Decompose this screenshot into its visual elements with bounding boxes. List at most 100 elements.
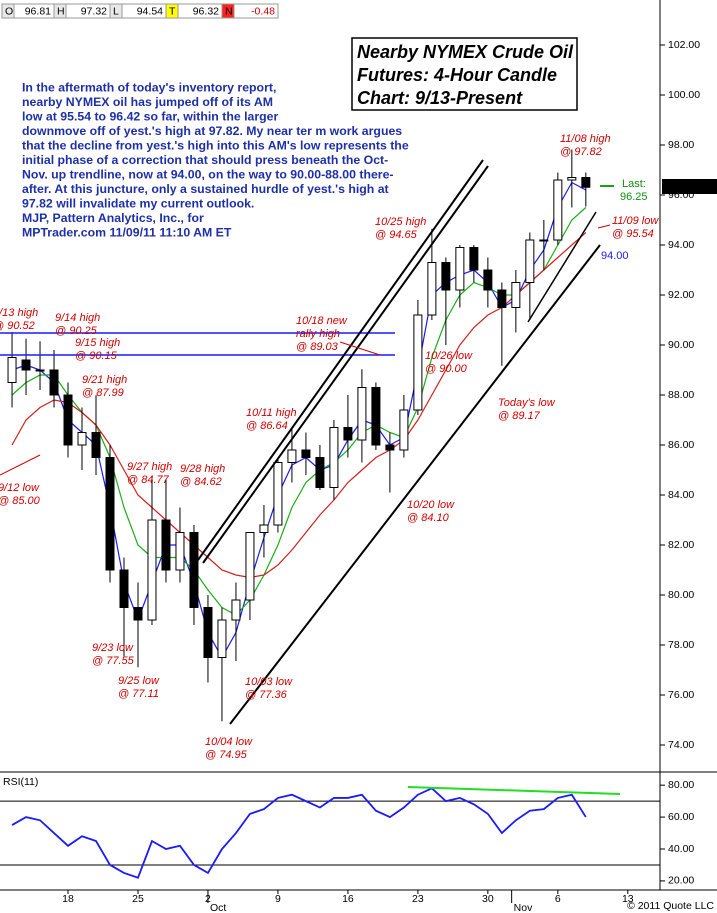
annotation: 9/12 low [0,482,40,494]
annotation: 9/23 low [92,642,134,654]
x-tick-label: 6 [555,893,561,905]
candle-body [231,599,241,621]
candle-body [119,569,129,608]
commentary-line: MJP, Pattern Analytics, Inc., for [22,211,204,225]
x-tick-label: 18 [62,893,74,905]
candle-body [133,607,143,621]
annotation: @ 89.17 [498,410,541,422]
annotation: Today's low [498,397,556,409]
y-tick-label: 78.00 [668,639,694,651]
annotation: @ 90.52 [0,320,35,332]
y-tick-label: 80.00 [668,779,694,791]
annotation: @ 89.03 [296,341,339,353]
x-tick-label: 23 [412,893,424,905]
annotation: 10/25 high [375,216,426,228]
candle-body [581,177,591,188]
x-tick-label: 13 [622,893,634,905]
y-tick-label: 74.00 [668,739,694,751]
trendline-value: 94.00 [601,250,629,262]
header-value: 96.32 [193,5,219,17]
candle-body [147,519,157,621]
header-value: 94.54 [137,5,163,17]
candle-body [273,462,283,526]
annotation: @ 77.11 [118,688,159,700]
annotation: @ 87.99 [82,387,124,399]
commentary-line: low at 95.54 to 96.42 so far, within the… [22,109,278,123]
panel-label: RSI(11) [3,776,38,788]
y-tick-label: 86.00 [668,439,694,451]
month-label: Nov [514,902,533,913]
y-tick-label: 20.00 [668,875,694,887]
annotation: 9/21 high [82,374,127,386]
candle-body [413,314,423,411]
candle-body [371,387,381,446]
annotation: @ 77.55 [92,655,135,667]
candle-body [441,262,451,291]
annotation: 9/14 high [55,312,100,324]
candle-body [287,449,297,463]
header-label: L [113,5,119,17]
annotation: 9/15 high [75,337,120,349]
last-label: Last: [622,178,646,190]
candle-body [217,619,227,658]
annotation: @ 84.10 [407,512,450,524]
annotation: @ 95.54 [612,228,654,240]
annotation: 10/11 high [246,407,297,419]
candle-body [21,359,31,371]
annotation: @ 86.64 [246,420,288,432]
trendline [229,244,601,725]
candle-body [357,387,367,441]
x-tick-label: 25 [132,893,144,905]
commentary-line: that the decline from yest.'s high into … [22,138,409,152]
candle-body [539,239,549,242]
annotation: @ 97.82 [560,146,602,158]
annotation: rally high [296,328,340,340]
annotation: 10/04 low [205,736,253,748]
y-tick-label: 88.00 [668,389,694,401]
annotation: 9/27 high [127,461,172,473]
candle-body [483,269,493,291]
title-box [351,37,578,111]
candle-body [385,444,395,451]
commentary-line: 97.82 will invalidate my current outlook… [22,196,254,210]
annotation: @ 90.00 [425,363,468,375]
candle-body [203,607,213,658]
candle-body [35,369,45,372]
candle-body [77,432,87,446]
y-tick-label: 82.00 [668,539,694,551]
annotation: 10/26 low [425,350,473,362]
y-tick-label: 102.00 [668,39,700,51]
header-value: 97.32 [81,5,107,17]
annotation: @ 90.15 [75,350,118,362]
y-tick-label: 90.00 [668,339,694,351]
x-tick-label: 9 [275,893,281,905]
candle-body [315,457,325,488]
candle-body [161,519,171,571]
last-value: 96.25 [620,191,648,203]
annotation: @ 74.95 [205,749,248,761]
pointer [597,224,611,229]
month-label: Oct [210,902,226,913]
annotation: 11/08 high [560,133,611,145]
divergence-line [407,786,621,795]
candle-body [525,239,535,283]
commentary-line: downmove off of yest.'s high at 97.82. M… [22,124,402,138]
candle-body [259,524,269,533]
text-layer: 74.00 76.00 78.00 80.00 82.00 84.00 86.00 88.00… [0,3,717,913]
pointer [339,341,381,356]
header-label: O [5,5,13,17]
candle-body [455,247,465,291]
y-tick-label: 100.00 [668,89,700,101]
commentary-line: initial phase of a correction that shoul… [22,153,388,167]
header-label: N [225,5,233,17]
annotation: @ 84.77 [127,474,170,486]
trendline [197,159,484,561]
candle-body [427,262,437,316]
y-tick-label: 98.00 [668,139,694,151]
commentary-line: Nov. up trendline, now at 94.00, on the … [22,167,394,181]
annotation: 9/28 high [180,463,225,475]
candle-body [175,532,185,571]
moving-average [11,232,587,579]
